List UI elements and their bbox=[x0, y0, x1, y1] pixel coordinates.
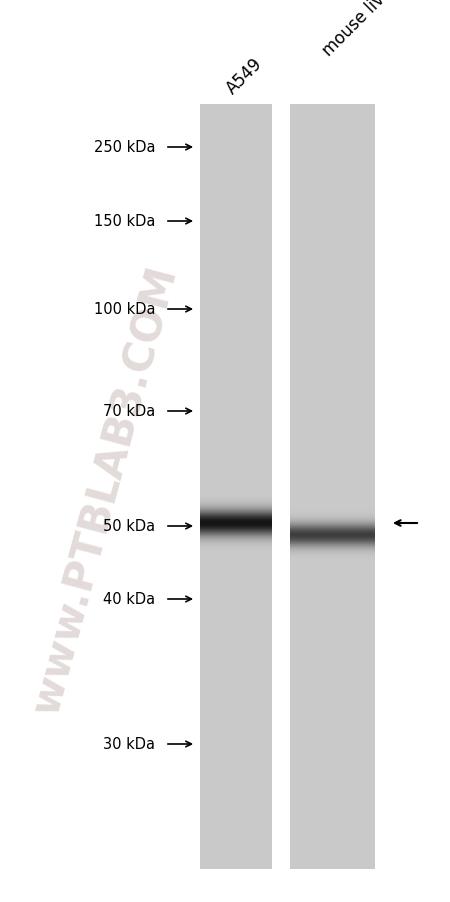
Bar bbox=[200, 105, 272, 869]
Text: mouse liver: mouse liver bbox=[319, 0, 401, 60]
Text: 30 kDa: 30 kDa bbox=[103, 737, 155, 751]
Bar bbox=[290, 105, 375, 869]
Text: 40 kDa: 40 kDa bbox=[103, 592, 155, 607]
Text: 150 kDa: 150 kDa bbox=[94, 215, 155, 229]
Text: 70 kDa: 70 kDa bbox=[103, 404, 155, 419]
Text: www.PTBLAB3.COM: www.PTBLAB3.COM bbox=[25, 261, 185, 718]
Text: 50 kDa: 50 kDa bbox=[103, 519, 155, 534]
Text: A549: A549 bbox=[223, 55, 266, 98]
Text: 100 kDa: 100 kDa bbox=[94, 302, 155, 318]
Text: 250 kDa: 250 kDa bbox=[94, 141, 155, 155]
